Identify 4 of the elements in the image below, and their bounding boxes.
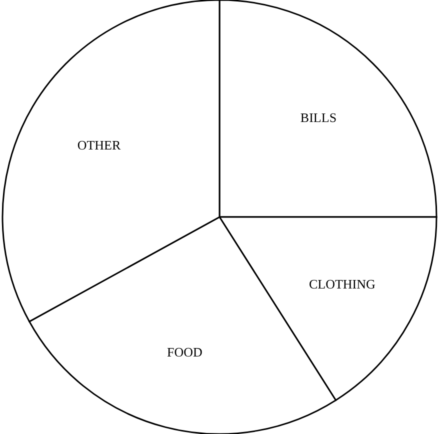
slice-label: FOOD (166, 344, 202, 360)
slice-label: BILLS (300, 110, 337, 126)
slice-label: CLOTHING (308, 276, 376, 292)
slice-label: OTHER (77, 138, 121, 153)
